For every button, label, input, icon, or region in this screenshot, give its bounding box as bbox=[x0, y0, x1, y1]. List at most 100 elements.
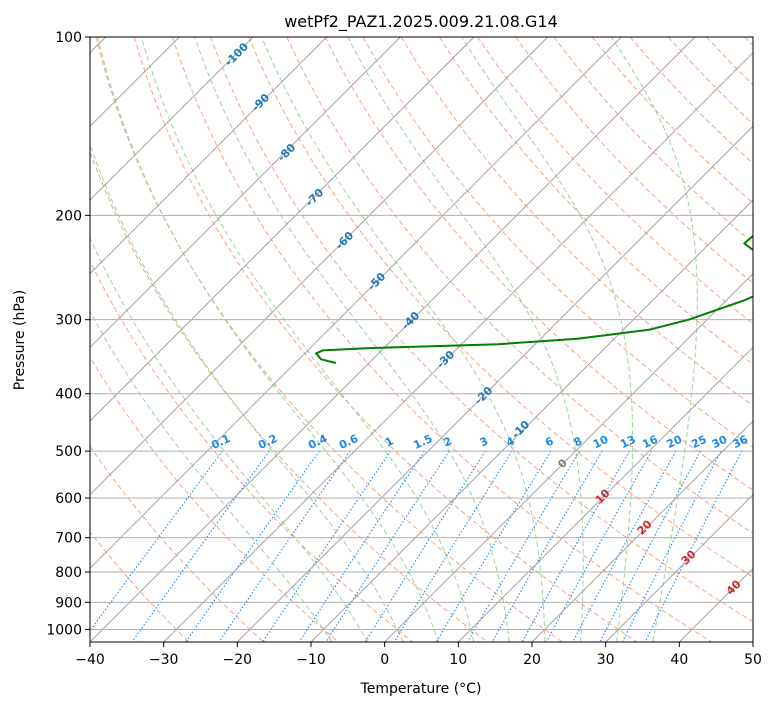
y-tick-label: 800 bbox=[55, 565, 82, 581]
isotherm-line bbox=[90, 37, 622, 569]
isotherm-label: -100 bbox=[222, 40, 251, 69]
isotherm-line bbox=[752, 641, 753, 642]
plot-frame bbox=[89, 36, 754, 643]
dry-adiabat-line bbox=[90, 150, 488, 642]
isotherm-line bbox=[384, 273, 753, 642]
mixing-ratio-label: 3 bbox=[478, 434, 490, 449]
dry-adiabat-line bbox=[90, 531, 190, 642]
x-tick-label: −40 bbox=[75, 652, 105, 668]
x-axis-label: Temperature (°C) bbox=[360, 681, 482, 697]
dry-adiabat-line bbox=[90, 259, 414, 642]
dewpoint-profile bbox=[315, 234, 753, 364]
moist-adiabat-line bbox=[97, 37, 439, 642]
mixing-ratio-label: 0.1 bbox=[209, 432, 232, 452]
dry-adiabat-line bbox=[591, 37, 753, 204]
mixing-ratio-line bbox=[364, 450, 486, 642]
x-tick-label: 30 bbox=[597, 652, 615, 668]
dry-adiabat-line bbox=[324, 37, 753, 491]
dry-adiabat-line bbox=[362, 37, 753, 449]
isotherm-line bbox=[458, 346, 753, 642]
isotherm-line bbox=[679, 567, 753, 642]
mixing-ratio-label: 13 bbox=[618, 433, 637, 451]
mixing-ratio-line bbox=[262, 450, 392, 642]
x-ticks: −40 −30 −20 −10 0 10 20 30 40 50 bbox=[75, 642, 762, 668]
isotherm-line bbox=[90, 37, 696, 642]
moist-adiabat-line bbox=[461, 37, 634, 642]
x-tick-label: 40 bbox=[670, 652, 688, 668]
dry-adiabat-line bbox=[706, 37, 753, 86]
mixing-ratio-label: 10 bbox=[591, 433, 611, 451]
dry-adiabat-line bbox=[90, 356, 339, 642]
dry-adiabat-line bbox=[133, 37, 638, 642]
y-tick-label: 600 bbox=[55, 491, 82, 507]
x-tick-label: 50 bbox=[744, 652, 762, 668]
y-axis-label: Pressure (hPa) bbox=[12, 290, 28, 390]
moist-adiabat-line bbox=[610, 37, 698, 642]
mixing-ratio-label: 2 bbox=[442, 434, 454, 449]
y-tick-label: 900 bbox=[55, 595, 82, 611]
mixing-ratio-label: 30 bbox=[710, 433, 730, 451]
y-ticks: 100 200 300 400 500 600 700 800 900 1000 bbox=[46, 30, 90, 638]
isotherm-line bbox=[605, 494, 753, 642]
y-tick-label: 1000 bbox=[46, 622, 82, 638]
dry-adiabat-line bbox=[400, 37, 753, 407]
dry-adiabat-line bbox=[438, 37, 753, 366]
isotherm-label: 10 bbox=[593, 486, 613, 506]
x-tick-label: 20 bbox=[523, 652, 541, 668]
isotherm-label: -70 bbox=[303, 186, 326, 209]
isotherm-line bbox=[90, 37, 254, 201]
isotherm-label: 20 bbox=[635, 517, 655, 537]
profiles bbox=[315, 234, 753, 364]
mixing-ratio-line bbox=[218, 450, 351, 642]
chart-title: wetPf2_PAZ1.2025.009.21.08.G14 bbox=[284, 12, 558, 32]
pressure-grid bbox=[90, 37, 753, 642]
mixing-ratio-label: 36 bbox=[731, 433, 751, 451]
moist-adiabat-line bbox=[140, 37, 475, 642]
mixing-ratio-label: 20 bbox=[665, 433, 685, 451]
mixing-ratio-line bbox=[521, 450, 630, 642]
mixing-ratio-label: 16 bbox=[640, 433, 660, 451]
mixing-ratio-line bbox=[325, 450, 450, 642]
isotherm-line bbox=[90, 37, 548, 496]
isotherm-line bbox=[90, 37, 327, 275]
mixing-ratio-label: 1 bbox=[383, 434, 395, 449]
dry-adiabat-line bbox=[286, 37, 753, 534]
dry-adiabat-line bbox=[90, 445, 264, 642]
mixing-ratio-label: 6 bbox=[543, 434, 556, 449]
moist-adiabat-line bbox=[261, 37, 546, 642]
background-lines bbox=[90, 37, 753, 642]
mixing-ratio-label: 25 bbox=[689, 433, 708, 451]
isotherm-line bbox=[163, 52, 753, 642]
isotherm-line bbox=[531, 420, 753, 642]
mixing-ratio-line bbox=[467, 450, 580, 642]
isotherm-label: -80 bbox=[275, 141, 298, 164]
mixing-ratio-label: 0.4 bbox=[306, 432, 329, 452]
dry-adiabat-line bbox=[248, 37, 753, 578]
moist-adiabat-line bbox=[90, 310, 333, 642]
mixing-ratio-line bbox=[545, 450, 653, 642]
y-tick-label: 200 bbox=[55, 208, 82, 224]
mixing-ratio-line bbox=[298, 450, 425, 642]
isotherm-line bbox=[90, 37, 475, 422]
moist-adiabat-line bbox=[194, 37, 510, 642]
mixing-ratio-line bbox=[621, 450, 722, 642]
mixing-ratio-line bbox=[435, 450, 552, 642]
dry-adiabat-line bbox=[210, 37, 753, 623]
dry-adiabat-line bbox=[668, 37, 753, 125]
mixing-ratio-label: 8 bbox=[572, 434, 584, 449]
mixing-ratio-label: 1.5 bbox=[411, 432, 434, 452]
y-tick-label: 700 bbox=[55, 531, 82, 547]
x-tick-label: −20 bbox=[223, 652, 253, 668]
isotherm-line bbox=[310, 199, 753, 642]
mixing-ratio-line bbox=[185, 450, 320, 642]
dry-adiabat-line bbox=[171, 37, 712, 642]
isotherm-line bbox=[90, 37, 401, 348]
dry-adiabat-line bbox=[515, 37, 753, 284]
x-tick-label: 0 bbox=[380, 652, 389, 668]
y-tick-label: 500 bbox=[55, 444, 82, 460]
isotherm-line bbox=[237, 125, 753, 642]
moist-adiabat-line bbox=[90, 236, 369, 642]
dry-adiabat-line bbox=[553, 37, 753, 244]
dry-adiabat-line bbox=[744, 37, 753, 47]
